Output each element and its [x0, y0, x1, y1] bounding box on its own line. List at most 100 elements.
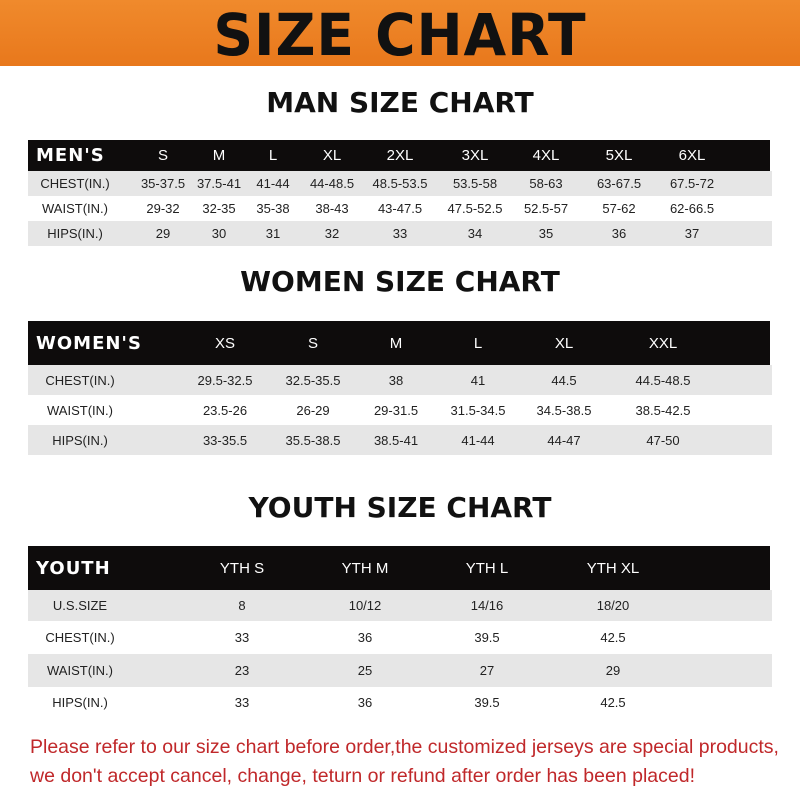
measurement-cell: 35-38	[256, 201, 290, 216]
measurement-cell: 31	[265, 226, 281, 241]
measurement-cell: 38.5-42.5	[635, 402, 691, 418]
measurement-cell: 47-50	[646, 432, 680, 448]
table-row: WAIST(IN.) 23 25 27 29	[28, 654, 772, 687]
measurement-cell: 47.5-52.5	[447, 201, 503, 216]
measurement-cell: 8	[238, 598, 246, 613]
measurement-cell: 30	[211, 226, 227, 241]
table-row: CHEST(IN.) 29.5-32.5 32.5-35.5 38 41 44.5 44.5…	[28, 365, 772, 395]
measurement-cell: 38.5-41	[373, 432, 419, 448]
row-label: WAIST(IN.)	[47, 663, 113, 678]
size-header: YTH S	[219, 559, 265, 577]
table-title: YOUTH	[36, 557, 111, 579]
measurement-cell: 41-44	[461, 432, 495, 448]
youth-title: YOUTH SIZE CHART	[248, 491, 552, 524]
size-header: 2XL	[386, 147, 414, 164]
measurement-cell: 32	[324, 226, 340, 241]
youth-size-table: YOUTH YTH S YTH M YTH L YTH XL U.S.SIZE 8 10/12…	[28, 546, 772, 718]
header-row: WOMEN'S XS S M L XL XXL	[28, 321, 770, 365]
size-header: M	[212, 147, 226, 164]
measurement-cell: 39.5	[474, 630, 500, 645]
measurement-cell: 33-35.5	[202, 432, 248, 448]
measurement-cell: 27	[479, 663, 495, 678]
measurement-cell: 36	[357, 630, 373, 645]
measurement-cell: 14/16	[470, 598, 504, 613]
row-label: CHEST(IN.)	[40, 176, 110, 191]
measurement-cell: 44.5	[551, 372, 577, 388]
size-header: XXL	[648, 334, 678, 352]
measurement-cell: 62-66.5	[669, 201, 715, 216]
row-label: HIPS(IN.)	[52, 695, 108, 710]
row-label: U.S.SIZE	[52, 598, 108, 613]
measurement-cell: 32-35	[202, 201, 236, 216]
table-row: U.S.SIZE 8 10/12 14/16 18/20	[28, 590, 772, 621]
header-row: YOUTH YTH S YTH M YTH L YTH XL	[28, 546, 770, 590]
measurement-cell: 31.5-34.5	[450, 402, 506, 418]
measurement-cell: 57-62	[602, 201, 636, 216]
size-header: 5XL	[605, 147, 633, 164]
row-label: HIPS(IN.)	[47, 226, 103, 241]
banner-title: SIZE CHART	[213, 1, 587, 69]
measurement-cell: 29.5-32.5	[197, 372, 253, 388]
table-title: WOMEN'S	[36, 332, 142, 354]
measurement-cell: 29-31.5	[373, 402, 419, 418]
measurement-cell: 41	[470, 372, 486, 388]
measurement-cell: 42.5	[600, 695, 626, 710]
measurement-cell: 48.5-53.5	[372, 176, 428, 191]
measurement-cell: 25	[357, 663, 373, 678]
women-title: WOMEN SIZE CHART	[240, 265, 560, 298]
measurement-cell: 38	[388, 372, 404, 388]
measurement-cell: 39.5	[474, 695, 500, 710]
size-header: 6XL	[678, 147, 706, 164]
size-header: L	[268, 147, 278, 164]
order-note: Please refer to our size chart before or…	[30, 733, 790, 791]
measurement-cell: 37	[684, 226, 700, 241]
table-row: CHEST(IN.) 35-37.5 37.5-41 41-44 44-48.5 48.5…	[28, 171, 772, 196]
table-row: WAIST(IN.) 29-32 32-35 35-38 38-43 43-47.5 47.…	[28, 196, 772, 221]
size-header: XS	[214, 334, 236, 352]
measurement-cell: 41-44	[256, 176, 290, 191]
size-header: S	[307, 334, 319, 352]
table-row: HIPS(IN.) 33-35.5 35.5-38.5 38.5-41 41-44 44-…	[28, 425, 772, 455]
size-header: YTH M	[341, 559, 389, 577]
banner: SIZE CHART	[0, 0, 800, 69]
row-label: HIPS(IN.)	[52, 432, 108, 448]
measurement-cell: 44.5-48.5	[635, 372, 691, 388]
size-header: L	[473, 334, 483, 352]
measurement-cell: 18/20	[596, 598, 630, 613]
measurement-cell: 33	[234, 695, 250, 710]
measurement-cell: 38-43	[315, 201, 349, 216]
measurement-cell: 53.5-58	[452, 176, 498, 191]
measurement-cell: 34.5-38.5	[536, 402, 592, 418]
measurement-cell: 42.5	[600, 630, 626, 645]
measurement-cell: 29-32	[146, 201, 180, 216]
men-size-table: MEN'S S M L XL 2XL 3XL 4XL 5XL 6XL CHEST(IN.) 35-37…	[28, 140, 772, 246]
measurement-cell: 35-37.5	[140, 176, 186, 191]
measurement-cell: 35	[538, 226, 554, 241]
measurement-cell: 44-47	[547, 432, 581, 448]
measurement-cell: 37.5-41	[196, 176, 242, 191]
size-header: 4XL	[532, 147, 560, 164]
measurement-cell: 23	[234, 663, 250, 678]
note-line-1: Please refer to our size chart before or…	[30, 736, 779, 758]
women-size-table: WOMEN'S XS S M L XL XXL CHEST(IN.) 29.5-32.5 32.5…	[28, 321, 772, 455]
measurement-cell: 34	[467, 226, 483, 241]
measurement-cell: 43-47.5	[377, 201, 423, 216]
size-header: YTH XL	[586, 559, 640, 577]
table-title: MEN'S	[36, 145, 105, 166]
measurement-cell: 58-63	[529, 176, 563, 191]
measurement-cell: 33	[392, 226, 408, 241]
table-row: HIPS(IN.) 33 36 39.5 42.5	[28, 687, 772, 718]
size-header: XL	[322, 147, 342, 164]
measurement-cell: 32.5-35.5	[285, 372, 341, 388]
size-header: YTH L	[465, 559, 509, 577]
size-header: 3XL	[461, 147, 489, 164]
measurement-cell: 10/12	[348, 598, 382, 613]
size-header: M	[389, 334, 403, 352]
measurement-cell: 52.5-57	[523, 201, 569, 216]
note-line-2: we don't accept cancel, change, teturn o…	[30, 765, 695, 787]
measurement-cell: 26-29	[296, 402, 330, 418]
measurement-cell: 36	[357, 695, 373, 710]
row-label: CHEST(IN.)	[45, 630, 115, 645]
measurement-cell: 33	[234, 630, 250, 645]
table-row: HIPS(IN.) 29 30 31 32 33 34 35 36 37	[28, 221, 772, 246]
